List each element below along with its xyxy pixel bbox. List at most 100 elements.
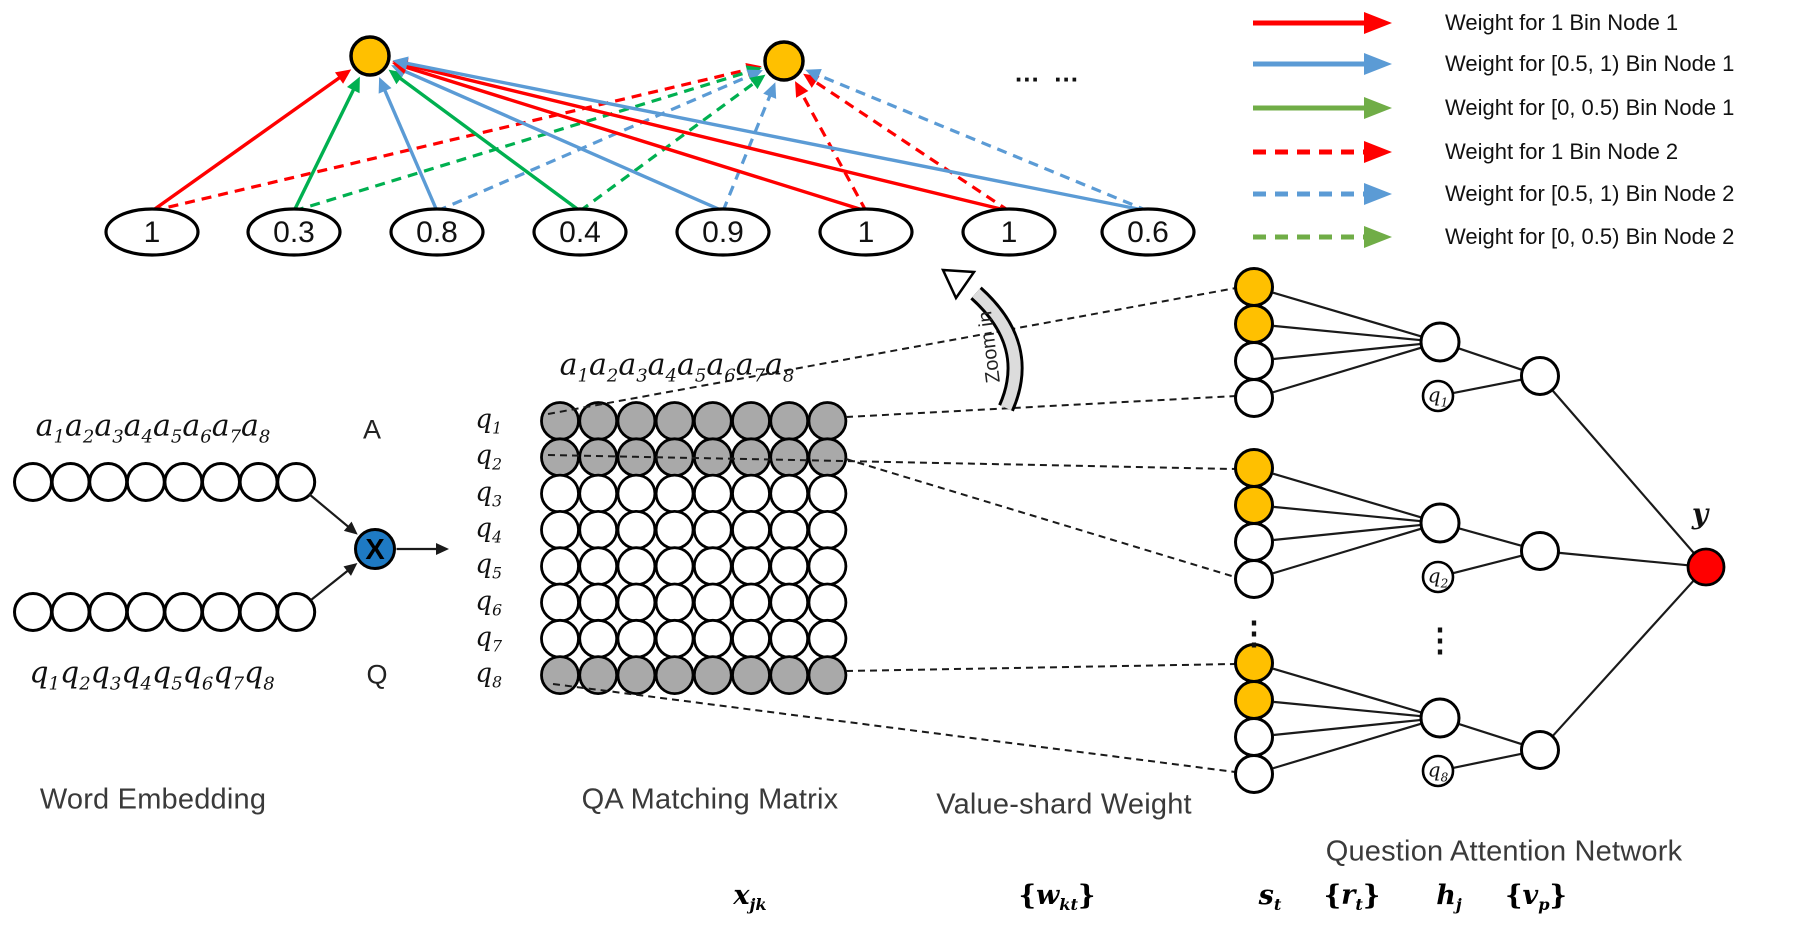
question-tag: Q [366,659,388,690]
answer-embedding-circle [201,462,241,502]
shard-weight-circle [1234,448,1274,488]
zoom-connector-dashed [845,663,1236,672]
matrix-cell [807,473,848,514]
matrix-cell [578,618,619,659]
matrix-cell [616,582,657,623]
output-y-node [1686,547,1726,587]
legend-arrow-head [1364,226,1392,248]
attention-caption: Question Attention Network [1325,835,1683,868]
q-to-v-edge [1453,752,1522,769]
matrix-cell [540,473,580,514]
matrix-cell [769,618,810,659]
qa-matching-matrix [540,401,848,695]
bin2-weight-edge-head [746,69,763,83]
bin2-weight-edge-shaft [816,73,1149,213]
matrix-cell [769,582,810,623]
matrix-cell [616,618,657,659]
s-to-h-edge [1272,722,1422,770]
matrix-cell [616,546,657,587]
legend-label: Weight for 1 Bin Node 1 [1445,10,1679,35]
v-to-y-edge [1551,389,1695,554]
bin1-weight-edge-head [378,77,392,94]
formula-label: {vp} [1505,879,1567,915]
matrix-cell-shaded [540,401,580,441]
matrix-row-header: q1 [475,404,502,438]
legend-arrow-head [1364,141,1392,163]
x-to-matrix-arrow-head [436,543,449,555]
bin2-weight-edge-shaft [579,81,756,213]
question-embedding-circle [201,592,241,632]
matrix-cell [731,582,771,623]
attention-v-node [1520,531,1560,571]
s-to-h-edge [1273,324,1421,342]
matrix-column-header: a1a2a3a4a5a6a7a8 [559,347,795,387]
legend-arrow-head [1364,183,1392,205]
ellipsis-label: … … [1013,57,1083,88]
matrix-cell [692,473,733,514]
v-to-y-edge [1559,551,1688,567]
legend-label: Weight for [0.5, 1) Bin Node 2 [1445,181,1735,206]
value-node [961,207,1057,257]
matrix-cell [578,546,619,587]
question-sequence-label: q1q2q3q4q5q6q7q8 [29,655,275,695]
matrix-cell [807,582,848,623]
matrix-row-header: q4 [475,513,502,547]
shard-weight-circle [1234,267,1274,307]
h-to-v-edge [1458,527,1522,547]
matrix-cell [578,473,619,514]
question-embedding-circle [125,592,166,632]
bin1-weight-edge-shaft [382,88,439,212]
v-to-y-edge [1552,580,1695,737]
matrix-cell-shaded [769,401,810,441]
zoom-connector-dashed [547,454,1236,470]
value-node-label: 1 [1001,216,1018,249]
matrix-cell-shaded [540,437,580,478]
question-embedding-circle [88,592,129,632]
attention-q-label: q2 [1427,563,1449,591]
shard-weight-circle [1234,341,1274,381]
matrix-cell [540,582,580,623]
s-to-h-edge [1273,505,1421,523]
s-to-h-edge [1273,700,1421,718]
q-to-v-edge [1453,554,1522,575]
matrix-cell [540,618,580,659]
matrix-cell-shaded [731,655,771,695]
matrix-cell [654,546,695,587]
matrix-cell [654,510,695,550]
bin1-weight-edge-shaft [397,76,582,213]
output-label: y [1691,497,1709,531]
zoom-arrow-head [940,268,977,301]
matrix-cell-shaded [578,655,619,695]
matrix-cell [769,546,810,587]
s-to-h-edge [1272,291,1422,338]
answer-embedding-circle [163,462,204,502]
bin1-weight-edge-head [346,76,360,94]
shard-weight-circle [1234,717,1274,757]
answer-embedding-circle [238,462,279,502]
bin1-weight-edge-shaft [404,62,1010,213]
legend-arrow-head [1364,53,1392,75]
value-node [675,207,771,257]
a-to-x-arrow-head [343,521,358,535]
shard-weight-circle [1234,680,1274,720]
answer-embedding-circle [88,462,129,502]
attention-network [1272,291,1726,788]
question-embedding-circle [50,592,91,632]
zoom-connector-dashed [845,395,1237,418]
matrix-cell [692,510,733,550]
q-to-x-arrow-head [343,563,358,576]
formula-label: {rt} [1323,879,1381,915]
matrix-row-header: q3 [475,477,502,511]
formula-label: hj [1436,879,1462,915]
shard-weight-circle [1234,754,1274,794]
legend-label: Weight for [0.5, 1) Bin Node 1 [1445,51,1735,76]
zoom-connector-dashed [547,287,1237,415]
matrix-cell [616,510,657,550]
matrix-cell [654,473,695,514]
matrix-cell [731,473,771,514]
answer-embedding-circle [276,462,317,502]
attention-q-node [1421,754,1455,788]
matrix-cell-shaded [769,437,810,478]
s-to-h-edge [1272,527,1422,575]
formula-label: st [1258,879,1282,915]
